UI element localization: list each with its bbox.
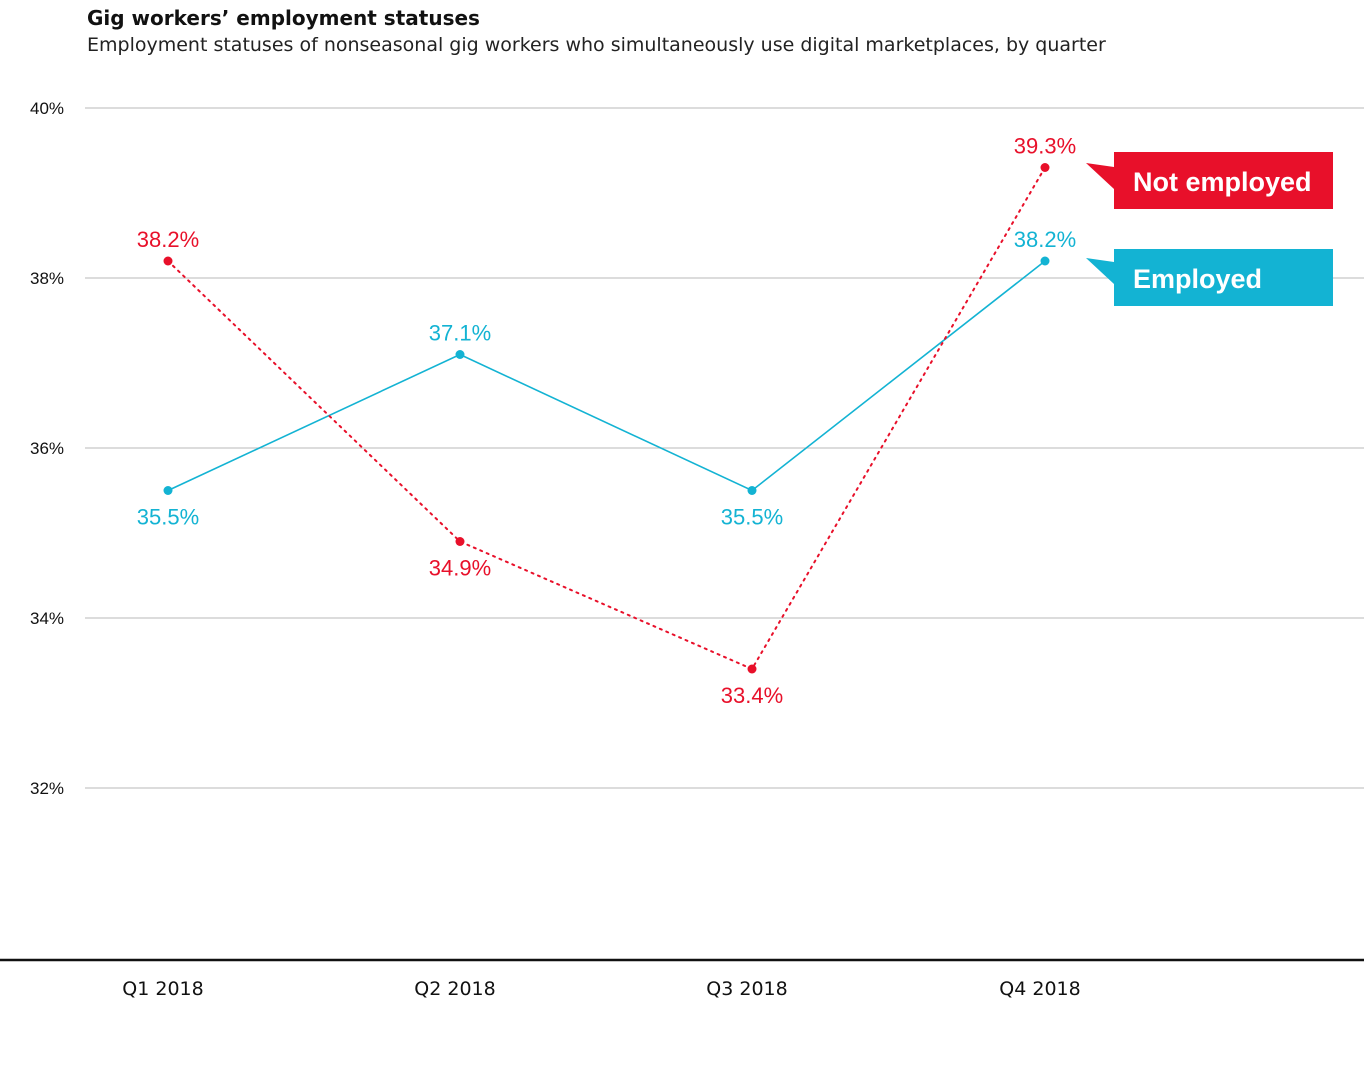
y-tick-label: 38% xyxy=(30,269,64,288)
data-label-not-employed: 38.2% xyxy=(137,227,199,252)
data-label-not-employed: 34.9% xyxy=(429,556,491,581)
data-label-employed: 35.5% xyxy=(137,505,199,530)
legend-item-employed: Employed xyxy=(1086,249,1333,306)
data-point-not-employed xyxy=(1040,163,1050,172)
x-tick-label: Q3 2018 xyxy=(706,978,787,1000)
y-tick-label: 32% xyxy=(30,779,64,798)
legend-item-not-employed: Not employed xyxy=(1086,152,1333,209)
x-tick-label: Q4 2018 xyxy=(999,978,1080,1000)
series-line-not-employed xyxy=(167,166,1046,671)
legend-box-employed xyxy=(1114,249,1333,306)
data-point-employed xyxy=(455,350,465,359)
data-point-not-employed xyxy=(163,256,173,266)
series-line-employed xyxy=(167,260,1046,492)
x-tick-label: Q2 2018 xyxy=(414,978,495,1000)
data-label-employed: 35.5% xyxy=(721,505,783,530)
data-point-employed xyxy=(747,486,757,495)
legend-pointer-not-employed xyxy=(1086,163,1114,189)
legend-label-employed: Employed xyxy=(1133,264,1262,294)
chart-title: Gig workers’ employment statuses xyxy=(87,6,480,30)
data-point-employed xyxy=(1040,256,1050,266)
data-point-not-employed xyxy=(747,664,757,674)
data-label-employed: 37.1% xyxy=(429,321,491,346)
data-label-not-employed: 39.3% xyxy=(1014,134,1076,159)
chart-subtitle: Employment statuses of nonseasonal gig w… xyxy=(87,34,1106,56)
legend-box-not-employed xyxy=(1114,152,1333,209)
x-tick-label: Q1 2018 xyxy=(122,978,203,1000)
y-tick-label: 40% xyxy=(30,99,64,118)
y-tick-label: 34% xyxy=(30,609,64,628)
data-point-employed xyxy=(163,486,173,495)
legend-pointer-employed xyxy=(1086,258,1114,284)
data-point-not-employed xyxy=(455,537,465,546)
legend-label-not-employed: Not employed xyxy=(1133,167,1312,197)
y-tick-label: 36% xyxy=(30,439,64,458)
data-label-employed: 38.2% xyxy=(1014,227,1076,252)
data-label-not-employed: 33.4% xyxy=(721,683,783,708)
